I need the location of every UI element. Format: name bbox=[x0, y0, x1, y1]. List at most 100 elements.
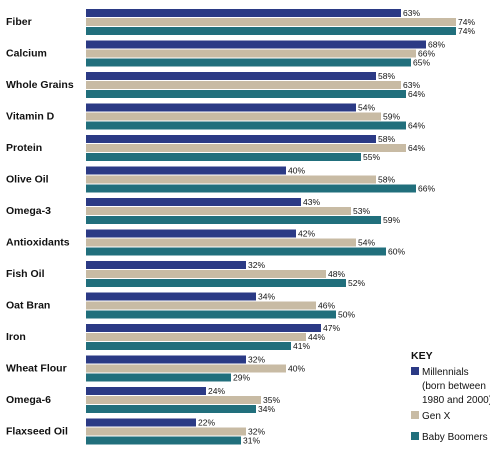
data-label: 59% bbox=[383, 112, 400, 122]
bar bbox=[86, 387, 206, 395]
data-label: 64% bbox=[408, 89, 425, 99]
bar bbox=[86, 166, 286, 175]
data-label: 34% bbox=[258, 404, 275, 414]
bar bbox=[86, 261, 246, 269]
bar bbox=[86, 121, 406, 130]
bar bbox=[86, 247, 386, 256]
legend: KEY Millennials (born between 1980 and 2000… bbox=[411, 350, 490, 443]
data-label: 44% bbox=[308, 332, 325, 342]
bar bbox=[86, 9, 401, 17]
bar bbox=[86, 49, 416, 58]
bar bbox=[86, 103, 356, 112]
legend-swatch bbox=[411, 432, 419, 440]
category-label: Omega-3 bbox=[6, 205, 51, 217]
data-label: 63% bbox=[403, 8, 420, 18]
legend-label: Baby Boomers bbox=[422, 432, 488, 443]
bar bbox=[86, 18, 456, 26]
data-label: 41% bbox=[293, 341, 310, 351]
bar bbox=[86, 324, 321, 332]
bar bbox=[86, 175, 376, 184]
bar bbox=[86, 216, 381, 224]
bar bbox=[86, 310, 336, 319]
legend-label: 1980 and 2000) bbox=[422, 395, 490, 406]
data-label: 59% bbox=[383, 215, 400, 225]
data-label: 32% bbox=[248, 260, 265, 270]
bar bbox=[86, 198, 301, 206]
category-label: Calcium bbox=[6, 48, 47, 60]
category-labels: Fiber Calcium Whole Grains Vitamin D Protein… bbox=[6, 16, 74, 438]
bar bbox=[86, 436, 241, 445]
category-label: Antioxidants bbox=[6, 237, 70, 249]
category-label: Whole Grains bbox=[6, 79, 74, 91]
data-label: 60% bbox=[388, 247, 405, 257]
bar bbox=[86, 364, 286, 373]
bars bbox=[86, 9, 456, 445]
bar bbox=[86, 270, 326, 278]
bar bbox=[86, 153, 361, 161]
data-label: 58% bbox=[378, 134, 395, 144]
legend-label: Millennials bbox=[422, 367, 469, 378]
bar bbox=[86, 373, 231, 382]
data-label: 40% bbox=[288, 364, 305, 374]
data-label: 32% bbox=[248, 355, 265, 365]
data-label: 31% bbox=[243, 436, 260, 446]
data-label: 35% bbox=[263, 395, 280, 405]
category-label: Omega-6 bbox=[6, 394, 51, 406]
bar bbox=[86, 184, 416, 193]
bar bbox=[86, 229, 296, 238]
data-label: 64% bbox=[408, 121, 425, 131]
category-label: Oat Bran bbox=[6, 300, 50, 312]
data-label: 55% bbox=[363, 152, 380, 162]
data-label: 52% bbox=[348, 278, 365, 288]
bar bbox=[86, 405, 256, 413]
legend-label: (born between bbox=[422, 381, 486, 392]
legend-swatch bbox=[411, 367, 419, 375]
bar bbox=[86, 81, 401, 89]
category-label: Iron bbox=[6, 331, 26, 343]
bar bbox=[86, 279, 346, 287]
data-label: 74% bbox=[458, 17, 475, 27]
bar bbox=[86, 333, 306, 341]
data-label: 65% bbox=[413, 58, 430, 68]
bar bbox=[86, 27, 456, 35]
data-label: 50% bbox=[338, 310, 355, 320]
legend-title: KEY bbox=[411, 350, 433, 362]
data-label: 22% bbox=[198, 418, 215, 428]
bar bbox=[86, 238, 356, 247]
data-label: 29% bbox=[233, 373, 250, 383]
category-label: Vitamin D bbox=[6, 111, 55, 123]
bar bbox=[86, 135, 376, 143]
data-label: 43% bbox=[303, 197, 320, 207]
legend-label: Gen X bbox=[422, 411, 451, 422]
category-label: Fish Oil bbox=[6, 268, 45, 280]
data-label: 47% bbox=[323, 323, 340, 333]
data-label: 32% bbox=[248, 427, 265, 437]
data-label: 66% bbox=[418, 184, 435, 194]
data-label: 42% bbox=[298, 229, 315, 239]
bar bbox=[86, 301, 316, 310]
bar bbox=[86, 112, 381, 121]
data-label: 58% bbox=[378, 175, 395, 185]
bar bbox=[86, 342, 291, 350]
data-label: 68% bbox=[428, 40, 445, 50]
data-label: 54% bbox=[358, 238, 375, 248]
data-label: 66% bbox=[418, 49, 435, 59]
bar bbox=[86, 355, 246, 364]
bar bbox=[86, 396, 261, 404]
data-label: 74% bbox=[458, 26, 475, 36]
bar bbox=[86, 207, 351, 215]
data-label: 48% bbox=[328, 269, 345, 279]
bar bbox=[86, 40, 426, 49]
bar bbox=[86, 58, 411, 67]
data-label: 46% bbox=[318, 301, 335, 311]
category-label: Fiber bbox=[6, 16, 32, 28]
data-label: 54% bbox=[358, 103, 375, 113]
category-label: Protein bbox=[6, 142, 42, 154]
bar bbox=[86, 292, 256, 301]
bar bbox=[86, 72, 376, 80]
data-label: 53% bbox=[353, 206, 370, 216]
data-label: 64% bbox=[408, 143, 425, 153]
category-label: Wheat Flour bbox=[6, 363, 67, 375]
bar bbox=[86, 418, 196, 427]
